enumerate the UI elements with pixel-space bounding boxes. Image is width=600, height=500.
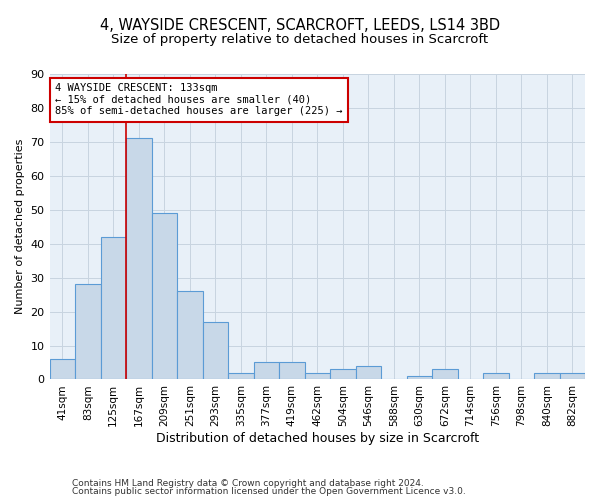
X-axis label: Distribution of detached houses by size in Scarcroft: Distribution of detached houses by size … [156,432,479,445]
Bar [534,372,560,380]
Bar [254,362,279,380]
Bar [126,138,152,380]
Bar [560,372,585,380]
Y-axis label: Number of detached properties: Number of detached properties [15,139,25,314]
Bar [432,370,458,380]
Text: Contains public sector information licensed under the Open Government Licence v3: Contains public sector information licen… [72,488,466,496]
Bar [75,284,101,380]
Bar [356,366,381,380]
Text: Contains HM Land Registry data © Crown copyright and database right 2024.: Contains HM Land Registry data © Crown c… [72,478,424,488]
Bar [203,322,228,380]
Bar [152,213,177,380]
Text: Size of property relative to detached houses in Scarcroft: Size of property relative to detached ho… [112,32,488,46]
Text: 4, WAYSIDE CRESCENT, SCARCROFT, LEEDS, LS14 3BD: 4, WAYSIDE CRESCENT, SCARCROFT, LEEDS, L… [100,18,500,32]
Bar [177,291,203,380]
Text: 4 WAYSIDE CRESCENT: 133sqm
← 15% of detached houses are smaller (40)
85% of semi: 4 WAYSIDE CRESCENT: 133sqm ← 15% of deta… [55,83,343,116]
Bar [483,372,509,380]
Bar [50,359,75,380]
Bar [305,372,330,380]
Bar [101,237,126,380]
Bar [228,372,254,380]
Bar [407,376,432,380]
Bar [279,362,305,380]
Bar [330,370,356,380]
